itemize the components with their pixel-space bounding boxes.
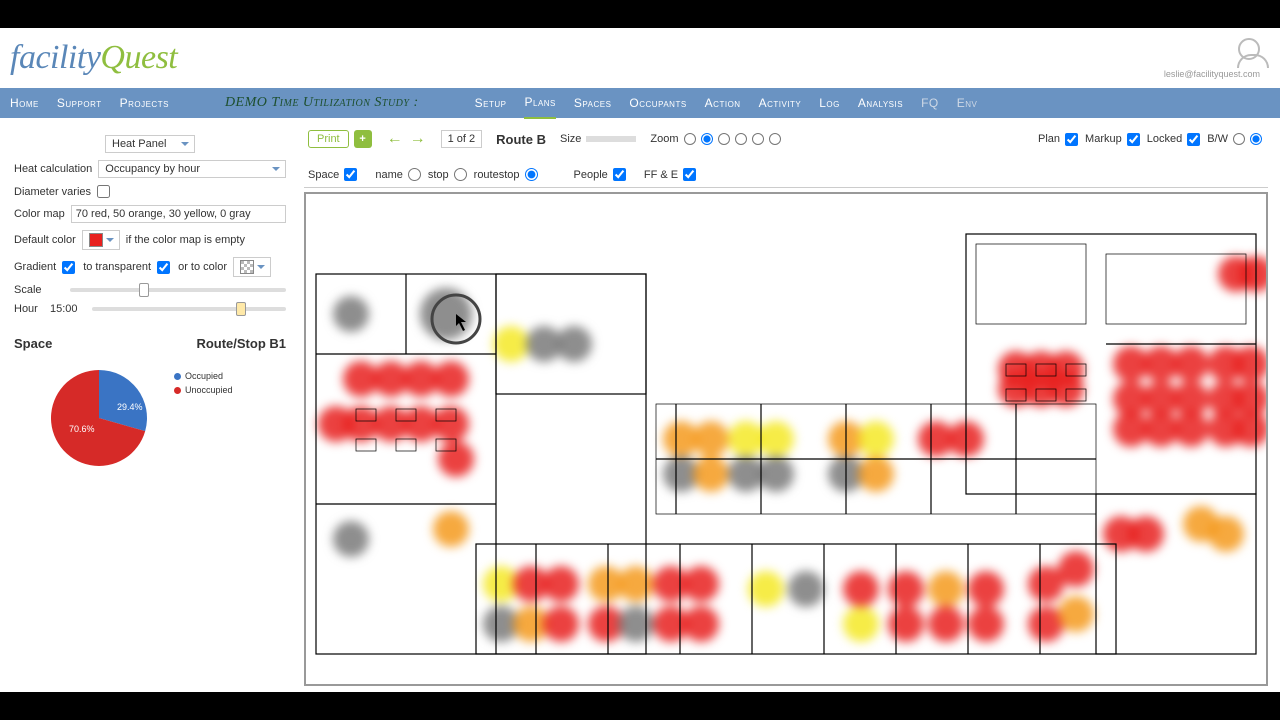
zoom-radio-3[interactable]	[735, 133, 747, 145]
scale-slider-thumb[interactable]	[139, 283, 149, 297]
zoom-radio-2[interactable]	[718, 133, 730, 145]
nav-activity[interactable]: Activity	[759, 88, 802, 118]
nav-action[interactable]: Action	[705, 88, 741, 118]
zoom-label: Zoom	[650, 133, 678, 145]
heat-calc-select[interactable]: Occupancy by hour	[98, 160, 286, 178]
people-checkbox[interactable]	[613, 168, 626, 181]
zoom-radio-4[interactable]	[752, 133, 764, 145]
colormap-label: Color map	[14, 208, 65, 220]
nav-projects[interactable]: Projects	[120, 88, 169, 118]
diameter-checkbox[interactable]	[97, 185, 110, 198]
bw-label: B/W	[1207, 133, 1228, 145]
nav-support[interactable]: Support	[57, 88, 102, 118]
size-slider[interactable]	[586, 136, 636, 142]
markup-label: Markup	[1085, 133, 1122, 145]
pager: 1 of 2	[441, 130, 483, 148]
gradient-color-picker[interactable]	[233, 257, 271, 277]
space-opt-label: Space	[308, 169, 339, 181]
diameter-label: Diameter varies	[14, 186, 91, 198]
ffe-opt-label: FF & E	[644, 169, 678, 181]
nav-occupants[interactable]: Occupants	[629, 88, 686, 118]
nav-env[interactable]: Env	[957, 88, 978, 118]
logo-facility: facility	[10, 39, 100, 76]
nav-setup[interactable]: Setup	[475, 88, 507, 118]
user-icon	[1238, 38, 1260, 60]
scale-slider[interactable]	[70, 288, 286, 292]
pie-legend: Occupied Unoccupied	[174, 369, 233, 397]
prev-arrow-icon[interactable]: ←	[386, 130, 404, 148]
default-color-picker[interactable]	[82, 230, 120, 250]
unoccupied-dot-icon	[174, 387, 181, 394]
routestop-radio[interactable]	[525, 168, 538, 181]
pie-occupied-label: Occupied	[185, 371, 223, 381]
header: facilityQuest leslie@facilityquest.com	[0, 28, 1280, 88]
scale-label: Scale	[14, 284, 64, 296]
hour-value: 15:00	[50, 303, 86, 315]
nav-log[interactable]: Log	[819, 88, 840, 118]
bw-radio-0[interactable]	[1233, 133, 1245, 145]
hour-slider[interactable]	[92, 307, 286, 311]
default-color-label: Default color	[14, 234, 76, 246]
print-button[interactable]: Print	[308, 130, 349, 148]
space-checkbox[interactable]	[344, 168, 357, 181]
ffe-checkbox[interactable]	[683, 168, 696, 181]
default-color-note: if the color map is empty	[126, 234, 245, 246]
gradient-color-checkbox[interactable]	[157, 261, 170, 274]
svg-text:29.4%: 29.4%	[117, 402, 143, 412]
gradient-transparent-label: to transparent	[83, 261, 151, 273]
people-opt-label: People	[574, 169, 608, 181]
next-arrow-icon[interactable]: →	[409, 130, 427, 148]
plan-main: Print + ← → 1 of 2 Route B Size Zoom	[300, 118, 1280, 692]
zoom-radio-1[interactable]	[701, 133, 713, 145]
plan-toolbar: Print + ← → 1 of 2 Route B Size Zoom	[304, 124, 1268, 188]
study-title: DEMO Time Utilization Study :	[225, 95, 419, 111]
nav-spaces[interactable]: Spaces	[574, 88, 612, 118]
nav-home[interactable]: Home	[10, 88, 39, 118]
heat-sidebar: Heat Panel Heat calculation Occupancy by…	[0, 118, 300, 692]
routestop-opt-label: routestop	[474, 169, 520, 181]
red-swatch-icon	[89, 233, 103, 247]
svg-text:70.6%: 70.6%	[69, 424, 95, 434]
floor-plan[interactable]	[304, 192, 1268, 686]
nav-plans[interactable]: Plans	[524, 87, 555, 119]
gradient-label: Gradient	[14, 261, 56, 273]
nav-fq[interactable]: FQ	[921, 88, 939, 118]
name-opt-label: name	[375, 169, 403, 181]
user-email: leslie@facilityquest.com	[1164, 69, 1260, 79]
nav-analysis[interactable]: Analysis	[858, 88, 903, 118]
zoom-radio-5[interactable]	[769, 133, 781, 145]
routestop-heading: Route/Stop B1	[196, 336, 286, 351]
locked-label: Locked	[1147, 133, 1182, 145]
heat-calc-label: Heat calculation	[14, 163, 92, 175]
stop-opt-label: stop	[428, 169, 449, 181]
pie-unoccupied-label: Unoccupied	[185, 385, 233, 395]
bw-radios[interactable]	[1233, 133, 1264, 145]
logo: facilityQuest	[10, 39, 177, 77]
user-box[interactable]: leslie@facilityquest.com	[1164, 38, 1260, 79]
size-label: Size	[560, 133, 581, 145]
occupied-dot-icon	[174, 373, 181, 380]
gradient-color-label: or to color	[178, 261, 227, 273]
logo-quest: Quest	[100, 39, 177, 76]
hour-label: Hour	[14, 303, 44, 315]
stop-radio[interactable]	[454, 168, 467, 181]
plan-label: Plan	[1038, 133, 1060, 145]
bw-radio-1[interactable]	[1250, 133, 1262, 145]
zoom-radio-0[interactable]	[684, 133, 696, 145]
route-label: Route B	[496, 132, 546, 147]
panel-select[interactable]: Heat Panel	[105, 135, 195, 153]
markup-checkbox[interactable]	[1127, 133, 1140, 146]
main-nav: Home Support Projects DEMO Time Utilization…	[0, 88, 1280, 118]
space-heading: Space	[14, 336, 52, 351]
plan-checkbox[interactable]	[1065, 133, 1078, 146]
pattern-swatch-icon	[240, 260, 254, 274]
name-radio[interactable]	[408, 168, 421, 181]
gradient-transparent-checkbox[interactable]	[62, 261, 75, 274]
add-button[interactable]: +	[354, 130, 372, 148]
hour-slider-thumb[interactable]	[236, 302, 246, 316]
locked-checkbox[interactable]	[1187, 133, 1200, 146]
occupancy-pie: 29.4% 70.6% Occupied Unoccupied	[44, 363, 286, 476]
colormap-input[interactable]: 70 red, 50 orange, 30 yellow, 0 gray	[71, 205, 286, 223]
zoom-radios[interactable]	[684, 133, 783, 145]
